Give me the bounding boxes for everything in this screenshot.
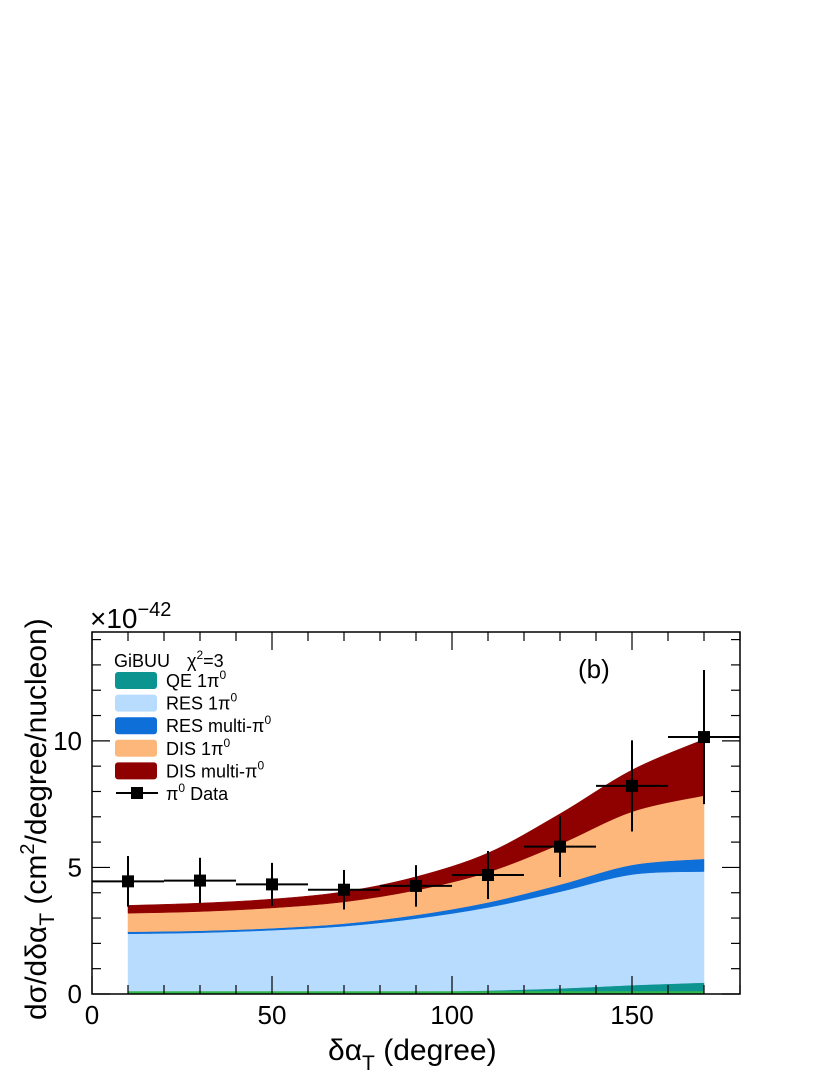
data-point [164, 857, 236, 904]
y-tick-label: 0 [68, 979, 82, 1009]
legend-label: π0 Data [166, 781, 229, 804]
data-point [524, 816, 596, 878]
marker [410, 879, 422, 892]
data-point [452, 850, 524, 900]
marker [338, 883, 350, 896]
axis-ticks: 0 50 100 150 0 5 10 [53, 632, 741, 1030]
marker [554, 840, 566, 853]
x-tick-label: 150 [610, 1000, 653, 1030]
data-point [92, 856, 164, 907]
x-axis-title: δαT (degree) [328, 1034, 497, 1075]
legend-swatch [115, 762, 157, 780]
y-tick-label: 5 [68, 852, 82, 882]
y-axis-title: dσ/dδαT (cm2/degree/nucleon) [17, 618, 59, 1020]
legend-label: RES multi-π0 [166, 713, 271, 736]
legend-header: GiBUU χ2=3 [114, 648, 224, 671]
marker [482, 869, 494, 882]
marker [626, 779, 638, 792]
y-tick-label: 10 [53, 726, 82, 756]
legend-label: DIS 1π0 [166, 736, 230, 759]
exponent-label: ×10−42 [90, 599, 171, 634]
legend-label: QE 1π0 [166, 668, 226, 691]
legend-item: QE 1π0 [115, 668, 226, 691]
legend-swatch [115, 672, 157, 689]
legend-swatch [115, 694, 157, 712]
x-tick-label: 50 [258, 1000, 287, 1030]
panel-label: (b) [578, 654, 610, 684]
legend-item: RES multi-π0 [115, 713, 271, 736]
legend-swatch [115, 739, 157, 757]
marker [122, 875, 134, 888]
data-point [596, 740, 668, 832]
data-point [668, 669, 740, 805]
x-tick-label: 0 [85, 1000, 99, 1030]
legend-item: RES 1π0 [115, 691, 237, 714]
marker [698, 731, 710, 744]
legend-item: π0 Data [116, 781, 229, 804]
x-tick-label: 100 [430, 1000, 473, 1030]
legend-label: DIS multi-π0 [166, 758, 264, 781]
legend-swatch [115, 717, 157, 735]
marker [194, 874, 206, 887]
legend-item: DIS 1π0 [115, 736, 230, 759]
data-point [236, 862, 308, 906]
legend-marker [131, 787, 143, 799]
data-point [380, 865, 452, 907]
data-point [308, 869, 380, 910]
legend-label: RES 1π0 [166, 691, 237, 714]
legend-item: DIS multi-π0 [115, 758, 264, 781]
marker [266, 878, 278, 891]
data-points [92, 669, 740, 910]
